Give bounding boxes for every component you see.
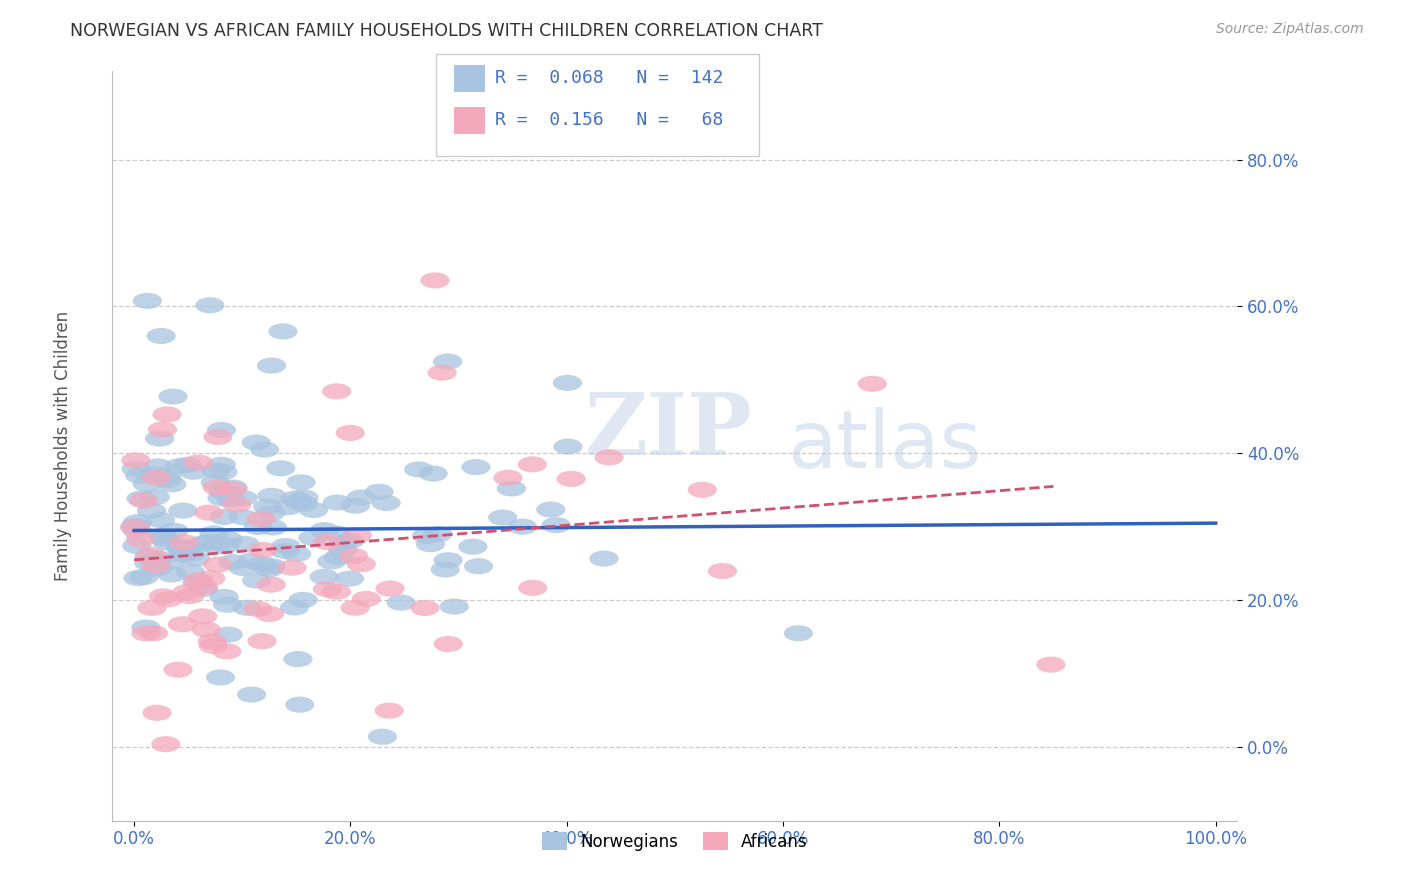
- Text: atlas: atlas: [787, 407, 981, 485]
- Legend: Norwegians, Africans: Norwegians, Africans: [536, 826, 814, 857]
- Text: R =  0.068   N =  142: R = 0.068 N = 142: [495, 70, 723, 87]
- Text: Family Households with Children: Family Households with Children: [55, 311, 72, 581]
- Text: ZIP: ZIP: [585, 389, 752, 473]
- Text: NORWEGIAN VS AFRICAN FAMILY HOUSEHOLDS WITH CHILDREN CORRELATION CHART: NORWEGIAN VS AFRICAN FAMILY HOUSEHOLDS W…: [70, 22, 823, 40]
- Text: R =  0.156   N =   68: R = 0.156 N = 68: [495, 112, 723, 129]
- Text: Source: ZipAtlas.com: Source: ZipAtlas.com: [1216, 22, 1364, 37]
